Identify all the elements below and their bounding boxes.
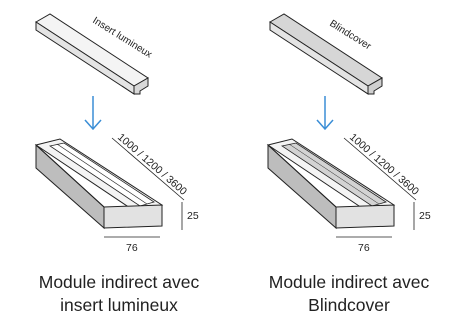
left-height-label: 25: [187, 210, 199, 222]
left-caption: Module indirect avec insert lumineux: [14, 271, 224, 317]
right-caption-line1: Module indirect avec: [268, 272, 430, 292]
left-module-box: [34, 138, 164, 230]
right-caption: Module indirect avec Blindcover: [244, 271, 454, 317]
right-height-label: 25: [419, 210, 431, 222]
left-caption-line2: insert lumineux: [60, 295, 178, 315]
right-length-dim-line: [343, 137, 417, 201]
left-length-dim-line: [111, 137, 185, 201]
right-width-label: 76: [358, 242, 370, 254]
left-insert-piece: [35, 13, 149, 95]
left-arrow-icon: [84, 96, 102, 131]
right-arrow-icon: [316, 96, 334, 131]
left-width-label: 76: [126, 242, 138, 254]
right-blindcover-piece: [269, 13, 383, 95]
right-caption-line2: Blindcover: [308, 295, 390, 315]
right-module-box: [266, 138, 396, 230]
left-caption-line1: Module indirect avec: [38, 272, 200, 292]
